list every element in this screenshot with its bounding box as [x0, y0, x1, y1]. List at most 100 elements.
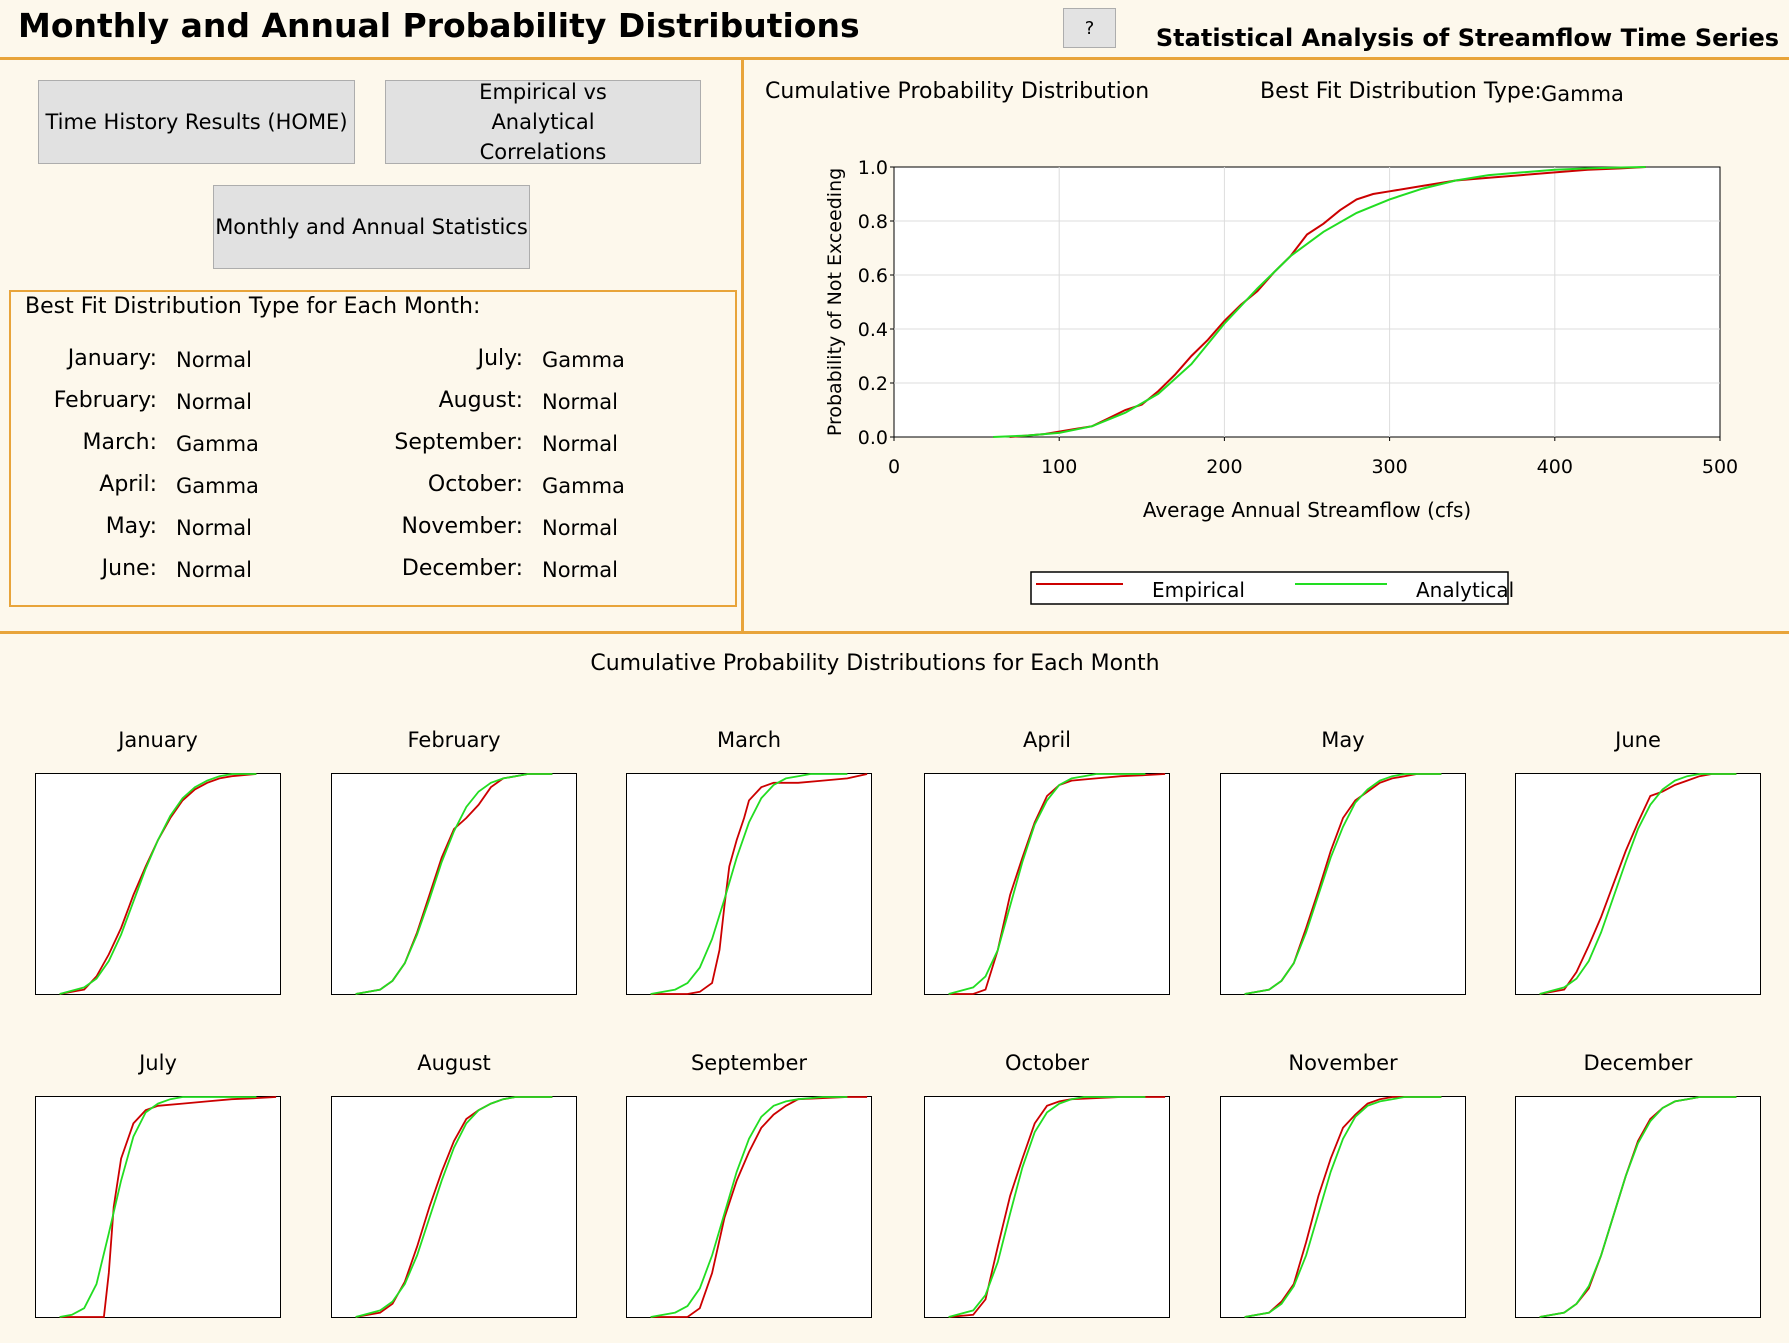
series-line-analytical — [1244, 1096, 1442, 1318]
plot-area — [924, 773, 1170, 995]
month-cdf-chart — [626, 1096, 872, 1318]
legend-analytical-label: Analytical — [1416, 578, 1514, 602]
month-label: June: — [101, 556, 157, 581]
month-distribution-type: Normal — [176, 390, 252, 414]
month-cdf-chart — [35, 773, 281, 995]
y-tick-label: 1.0 — [858, 157, 888, 179]
series-lines — [993, 166, 1646, 438]
month-chart-title: December — [1583, 1051, 1693, 1075]
series-line-empirical — [650, 1096, 868, 1318]
month-label: July: — [477, 346, 523, 371]
series-line-analytical — [1539, 773, 1737, 995]
help-button[interactable]: ? — [1063, 8, 1116, 48]
series-line-analytical — [993, 166, 1646, 438]
x-tick-label: 0 — [888, 456, 900, 478]
series-line-empirical — [948, 773, 1166, 995]
grid-lines — [894, 167, 1720, 437]
monthly-charts-heading: Cumulative Probability Distributions for… — [590, 651, 1160, 676]
month-cdf-chart — [1220, 1096, 1466, 1318]
month-label: September: — [394, 430, 523, 455]
plot-area — [1220, 773, 1466, 995]
month-label: February: — [53, 388, 157, 413]
month-label: August: — [438, 388, 523, 413]
header-divider — [0, 57, 1789, 60]
month-chart-title: January — [118, 728, 198, 752]
legend: Empirical Analytical — [1030, 571, 1514, 605]
series-line-analytical — [948, 1096, 1146, 1318]
month-distribution-type: Gamma — [176, 432, 259, 456]
best-fit-panel-title: Best Fit Distribution Type for Each Mont… — [25, 294, 481, 319]
correlations-button[interactable]: Empirical vs Analytical Correlations — [385, 80, 701, 164]
month-chart-title: October — [1004, 1051, 1090, 1075]
month-chart-title: February — [407, 728, 501, 752]
month-cdf-chart — [1515, 1096, 1761, 1318]
x-axis-label: Average Annual Streamflow (cfs) — [1143, 498, 1471, 522]
vertical-divider — [741, 57, 744, 633]
y-axis-label: Probability of Not Exceeding — [824, 168, 846, 436]
month-distribution-type: Normal — [176, 516, 252, 540]
plot-area — [893, 166, 1721, 438]
y-tick-label: 0.6 — [858, 265, 888, 287]
app-subtitle: Statistical Analysis of Streamflow Time … — [1155, 24, 1779, 52]
home-button[interactable]: Time History Results (HOME) — [38, 80, 355, 164]
month-label: March: — [82, 430, 157, 455]
month-distribution-type: Normal — [542, 390, 618, 414]
y-tick-label: 0.4 — [858, 319, 888, 341]
month-chart-title: May — [1321, 728, 1365, 752]
y-tick-label: 0.0 — [858, 427, 888, 449]
x-tick-label: 400 — [1537, 456, 1573, 478]
page-title: Monthly and Annual Probability Distribut… — [18, 6, 860, 45]
month-chart-title: June — [1615, 728, 1661, 752]
month-label: December: — [401, 556, 523, 581]
series-line-empirical — [59, 1096, 277, 1318]
best-fit-label: Best Fit Distribution Type: — [1260, 79, 1542, 104]
month-chart-title: July — [139, 1051, 177, 1075]
month-cdf-chart — [1515, 773, 1761, 995]
plot-area — [1220, 1096, 1466, 1318]
plot-area — [331, 1096, 577, 1318]
month-distribution-type: Normal — [542, 432, 618, 456]
series-line-analytical — [355, 1096, 553, 1318]
best-fit-value: Gamma — [1541, 82, 1624, 106]
month-label: October: — [427, 472, 523, 497]
section-divider — [0, 631, 1789, 634]
legend-empirical-label: Empirical — [1152, 578, 1245, 602]
series-line-analytical — [948, 773, 1146, 995]
annual-chart-heading: Cumulative Probability Distribution — [765, 79, 1150, 104]
month-distribution-type: Normal — [542, 558, 618, 582]
plot-area — [1515, 1096, 1761, 1318]
month-chart-title: August — [417, 1051, 491, 1075]
month-cdf-chart — [924, 773, 1170, 995]
series-line-empirical — [1539, 773, 1737, 995]
month-chart-title: April — [1023, 728, 1071, 752]
best-fit-panel — [9, 290, 737, 607]
month-label: May: — [105, 514, 157, 539]
x-tick-label: 500 — [1702, 456, 1738, 478]
y-tick-label: 0.2 — [858, 373, 888, 395]
series-line-empirical — [650, 773, 868, 995]
series-line-analytical — [355, 773, 553, 995]
month-distribution-type: Normal — [176, 348, 252, 372]
axis-ticks: 0 100 200 300 400 500 0.0 0.2 0.4 0.6 0.8 1.0 — [858, 157, 1738, 478]
month-cdf-chart — [626, 773, 872, 995]
plot-area — [626, 1096, 872, 1318]
x-tick-label: 200 — [1206, 456, 1242, 478]
month-label: April: — [99, 472, 157, 497]
month-cdf-chart — [331, 773, 577, 995]
month-cdf-chart — [1220, 773, 1466, 995]
series-line-analytical — [1539, 1096, 1737, 1318]
month-cdf-chart — [924, 1096, 1170, 1318]
month-label: January: — [67, 346, 157, 371]
month-chart-title: November — [1288, 1051, 1398, 1075]
month-distribution-type: Gamma — [542, 348, 625, 372]
month-chart-title: September — [690, 1051, 808, 1075]
series-line-analytical — [650, 773, 848, 995]
statistics-button[interactable]: Monthly and Annual Statistics — [213, 185, 530, 269]
month-cdf-chart — [331, 1096, 577, 1318]
series-line-analytical — [59, 773, 257, 995]
plot-area — [924, 1096, 1170, 1318]
series-line-analytical — [59, 1096, 257, 1318]
plot-area — [35, 1096, 281, 1318]
series-line-analytical — [650, 1096, 848, 1318]
month-chart-title: March — [716, 728, 781, 752]
